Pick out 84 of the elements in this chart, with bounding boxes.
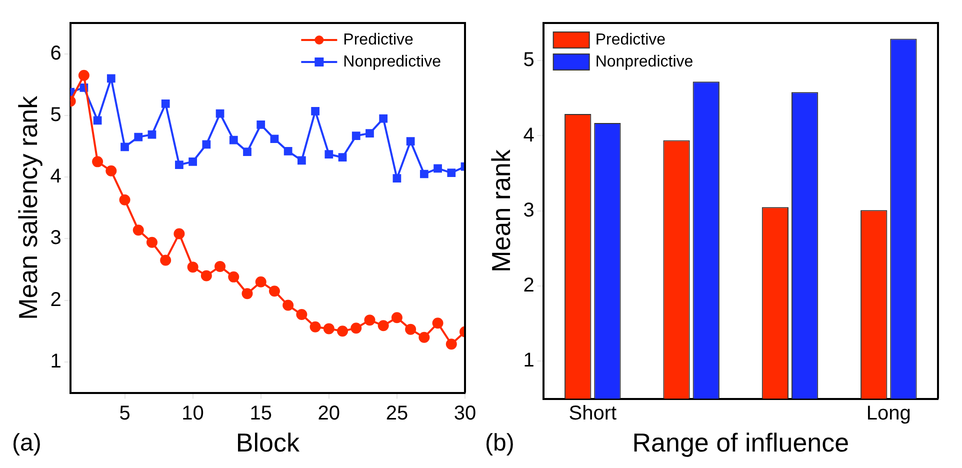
point xyxy=(270,134,279,144)
legend-label: Predictive xyxy=(343,31,414,48)
point xyxy=(323,323,334,334)
x-axis-title: Block xyxy=(236,428,300,458)
point xyxy=(214,260,226,272)
point xyxy=(120,142,129,152)
point xyxy=(282,300,294,311)
point xyxy=(310,321,321,332)
point xyxy=(337,326,348,337)
point xyxy=(296,309,308,320)
point xyxy=(268,286,280,297)
point xyxy=(364,314,376,326)
point xyxy=(420,170,428,178)
point xyxy=(134,132,143,142)
point xyxy=(379,114,388,123)
x-tick-label: Short xyxy=(568,402,617,424)
point xyxy=(161,100,170,108)
y-tick-label: 1 xyxy=(523,350,534,372)
point xyxy=(311,106,320,116)
point xyxy=(106,165,117,176)
point xyxy=(175,160,184,169)
point xyxy=(298,156,306,165)
y-tick-label: 5 xyxy=(523,49,534,72)
point xyxy=(434,164,442,173)
x-tick-label: 25 xyxy=(386,402,408,424)
legend-label: Nonpredictive xyxy=(595,53,694,70)
point xyxy=(174,228,185,240)
point xyxy=(216,109,224,118)
point xyxy=(200,270,212,282)
point xyxy=(324,150,334,158)
point xyxy=(202,140,211,149)
point xyxy=(338,153,347,162)
x-tick-label: 10 xyxy=(182,402,204,424)
point xyxy=(405,324,416,335)
point xyxy=(447,168,456,177)
x-tick-label: 20 xyxy=(318,402,340,424)
x-tick-label: 5 xyxy=(119,402,130,424)
point xyxy=(229,136,238,144)
point xyxy=(352,132,360,140)
y-tick-label: 3 xyxy=(50,227,62,250)
y-tick-label: 4 xyxy=(523,124,534,146)
point xyxy=(432,318,444,329)
y-axis-title: Mean saliency rank xyxy=(12,94,43,320)
point xyxy=(78,70,90,81)
point xyxy=(392,174,402,182)
y-tick-label: 1 xyxy=(50,350,62,372)
x-tick-label: Long xyxy=(866,402,911,424)
point xyxy=(92,156,104,168)
point xyxy=(406,137,415,146)
point xyxy=(391,312,402,324)
x-axis-title: Range of influence xyxy=(632,428,850,458)
y-tick-label: 2 xyxy=(523,274,534,297)
point xyxy=(255,276,266,288)
point xyxy=(132,224,144,236)
x-tick-label: 30 xyxy=(454,402,476,424)
point xyxy=(256,120,266,129)
text: (b) xyxy=(485,430,514,457)
text: (a) xyxy=(12,430,42,457)
point xyxy=(242,288,253,300)
legend-label: Nonpredictive xyxy=(343,53,442,70)
point xyxy=(418,332,430,343)
y-tick-label: 3 xyxy=(523,199,534,222)
point xyxy=(160,254,172,266)
point xyxy=(284,147,292,156)
point xyxy=(446,338,457,350)
y-tick-label: 2 xyxy=(50,288,62,311)
point xyxy=(148,130,156,139)
point xyxy=(119,194,130,206)
y-tick-label: 6 xyxy=(50,42,62,64)
point xyxy=(93,116,102,125)
point xyxy=(243,148,252,156)
point xyxy=(187,262,198,273)
point xyxy=(378,320,389,332)
y-axis-title: Mean rank xyxy=(486,148,516,272)
point xyxy=(106,74,116,83)
point xyxy=(366,129,374,138)
y-tick-label: 5 xyxy=(50,104,62,126)
point xyxy=(350,322,362,334)
point xyxy=(146,236,158,248)
point xyxy=(188,157,197,166)
y-tick-label: 4 xyxy=(50,166,62,188)
x-tick-label: 15 xyxy=(250,402,272,424)
legend-label: Predictive xyxy=(595,31,666,48)
point xyxy=(228,271,240,282)
